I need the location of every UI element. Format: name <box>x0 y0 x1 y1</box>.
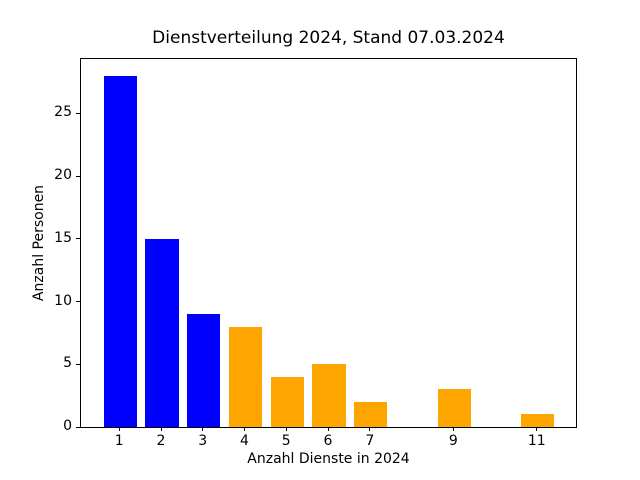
bar-x4 <box>228 326 263 427</box>
x-tick-mark-1 <box>118 427 120 431</box>
x-tick-label-2: 2 <box>156 433 166 449</box>
y-tick-label-25: 25 <box>54 104 72 121</box>
y-tick-label-0: 0 <box>63 418 72 434</box>
bar-x9 <box>437 389 471 427</box>
x-tick-label-4: 4 <box>240 433 249 449</box>
x-tick-mark-7 <box>369 427 371 431</box>
plot-area <box>80 58 577 428</box>
y-tick-mark-15 <box>76 238 80 240</box>
x-tick-label-6: 6 <box>323 433 333 449</box>
x-tick-mark-9 <box>452 427 454 431</box>
chart-title: Dienstverteilung 2024, Stand 07.03.2024 <box>152 28 505 48</box>
bar-x5 <box>270 376 304 427</box>
x-tick-mark-3 <box>202 427 204 431</box>
x-tick-mark-4 <box>244 427 245 431</box>
y-tick-label-15: 15 <box>54 229 72 246</box>
y-tick-mark-20 <box>76 175 80 177</box>
y-tick-mark-0 <box>76 426 80 428</box>
x-tick-label-5: 5 <box>281 433 291 449</box>
y-tick-label-5: 5 <box>63 355 72 372</box>
x-tick-label-7: 7 <box>365 433 375 449</box>
bar-x2 <box>145 238 179 427</box>
y-tick-mark-10 <box>76 301 80 302</box>
bar-x11 <box>521 414 555 427</box>
y-tick-label-20: 20 <box>54 167 72 183</box>
x-tick-mark-2 <box>160 427 162 431</box>
bar-x7 <box>354 401 388 427</box>
x-tick-mark-6 <box>327 427 329 431</box>
x-tick-label-3: 3 <box>198 433 208 449</box>
x-tick-mark-11 <box>536 427 538 431</box>
x-tick-mark-5 <box>285 427 287 431</box>
x-tick-label-1: 1 <box>114 433 124 449</box>
x-tick-label-11: 11 <box>527 433 546 449</box>
bar-x6 <box>312 364 346 427</box>
y-tick-mark-5 <box>76 363 80 365</box>
bar-x1 <box>103 75 137 427</box>
y-tick-label-10: 10 <box>54 292 72 309</box>
y-tick-mark-25 <box>76 112 80 114</box>
x-axis-label: Anzahl Dienste in 2024 <box>247 451 410 467</box>
bar-x3 <box>187 314 221 427</box>
x-tick-label-9: 9 <box>448 433 458 449</box>
